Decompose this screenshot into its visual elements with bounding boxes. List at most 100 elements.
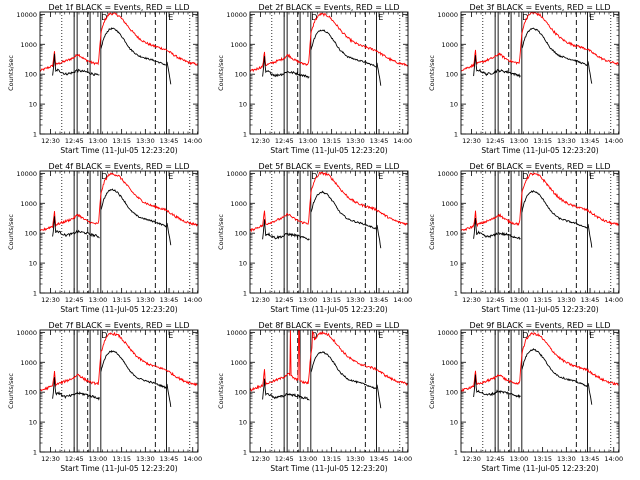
y-tick-label: 10000 — [226, 11, 247, 19]
plot-frame — [39, 170, 199, 294]
y-axis-label: Counts/sec — [7, 214, 15, 250]
panel-det-5: Det 5f BLACK = Events, RED = LLD Counts/s… — [217, 162, 412, 314]
x-axis-label: Start Time (11-Jul-05 12:23:20) — [270, 146, 387, 155]
y-tick-label: 100 — [446, 389, 458, 397]
series-events-line — [166, 383, 172, 407]
x-tick-label: 13:00 — [299, 137, 318, 145]
x-tick-label: 13:15 — [112, 137, 131, 145]
plot-frame — [249, 11, 409, 135]
series-events-line — [310, 29, 377, 68]
x-tick-label: 13:15 — [533, 137, 552, 145]
marker-annotation: E — [168, 331, 173, 340]
series-lld-line — [40, 172, 198, 232]
x-tick-label: 13:00 — [89, 137, 108, 145]
x-tick-label: 14:00 — [393, 137, 412, 145]
x-tick-label: 13:30 — [557, 455, 576, 463]
y-tick-label: 1000 — [230, 41, 247, 49]
y-tick-label: 10 — [450, 419, 458, 427]
panel-title: Det 7f BLACK = Events, RED = LLD — [48, 321, 189, 330]
y-tick-label: 10000 — [16, 11, 37, 19]
y-axis-label: Counts/sec — [217, 55, 225, 91]
series-lld-line — [40, 331, 198, 392]
x-tick-label: 14:00 — [183, 296, 202, 304]
y-axis-label: Counts/sec — [217, 214, 225, 250]
y-tick-label: 1 — [33, 290, 37, 298]
x-axis-label: Start Time (11-Jul-05 12:23:20) — [481, 305, 598, 314]
x-tick-label: 12:45 — [486, 455, 505, 463]
marker-annotation: D — [101, 172, 107, 181]
x-axis-label: Start Time (11-Jul-05 12:23:20) — [270, 464, 387, 473]
series-events-line — [166, 61, 172, 85]
y-tick-label: 1000 — [441, 41, 458, 49]
y-tick-label: 10 — [29, 101, 37, 109]
x-tick-label: 13:15 — [533, 455, 552, 463]
x-axis-label: Start Time (11-Jul-05 12:23:20) — [60, 305, 177, 314]
y-tick-label: 1 — [454, 449, 458, 457]
series-events-line — [52, 216, 100, 239]
x-tick-label: 13:30 — [557, 296, 576, 304]
panel-title: Det 2f BLACK = Events, RED = LLD — [258, 3, 399, 12]
y-tick-label: 10 — [239, 419, 247, 427]
x-tick-label: 12:30 — [41, 455, 60, 463]
series-events-line — [52, 377, 100, 401]
series-events-line — [262, 219, 310, 241]
marker-annotation: E — [589, 13, 594, 22]
x-tick-label: 12:30 — [251, 455, 270, 463]
panel-det-1: Det 1f BLACK = Events, RED = LLD Counts/s… — [7, 3, 202, 155]
x-tick-label: 13:30 — [136, 455, 155, 463]
series-lld-line — [40, 12, 198, 72]
x-tick-label: 12:30 — [251, 137, 270, 145]
x-tick-label: 12:45 — [275, 296, 294, 304]
series-lld-line — [461, 172, 619, 232]
panel-det-8: Det 8f BLACK = Events, RED = LLD Counts/s… — [217, 321, 412, 473]
x-tick-label: 13:15 — [112, 455, 131, 463]
series-events-line — [100, 27, 167, 66]
y-tick-label: 1000 — [230, 200, 247, 208]
marker-annotation: E — [378, 13, 383, 22]
y-tick-label: 10000 — [226, 329, 247, 337]
series-events-line — [376, 224, 382, 249]
y-tick-label: 10000 — [437, 329, 458, 337]
marker-annotation: D — [101, 13, 107, 22]
y-axis-label: Counts/sec — [7, 55, 15, 91]
series-events-line — [52, 53, 100, 76]
x-tick-label: 12:30 — [462, 455, 481, 463]
x-axis-label: Start Time (11-Jul-05 12:23:20) — [481, 146, 598, 155]
marker-annotation: E — [378, 331, 383, 340]
marker-annotation: D — [101, 331, 107, 340]
x-tick-label: 13:30 — [136, 296, 155, 304]
panel-det-2: Det 2f BLACK = Events, RED = LLD Counts/s… — [217, 3, 412, 155]
y-tick-label: 100 — [235, 71, 247, 79]
series-events-line — [262, 56, 310, 79]
series-events-line — [473, 374, 521, 399]
x-tick-label: 13:00 — [89, 455, 108, 463]
y-tick-label: 100 — [25, 389, 37, 397]
y-tick-label: 10 — [239, 101, 247, 109]
y-tick-label: 1000 — [441, 359, 458, 367]
plot-frame — [39, 329, 199, 453]
y-tick-label: 1 — [243, 290, 247, 298]
y-tick-label: 100 — [25, 71, 37, 79]
x-tick-label: 13:45 — [160, 137, 179, 145]
y-axis-label: Counts/sec — [7, 373, 15, 409]
panel-title: Det 4f BLACK = Events, RED = LLD — [48, 162, 189, 171]
marker-annotation: D — [311, 172, 317, 181]
x-tick-label: 14:00 — [183, 455, 202, 463]
y-tick-label: 1000 — [441, 200, 458, 208]
x-tick-label: 13:00 — [510, 137, 529, 145]
x-tick-label: 13:45 — [370, 455, 389, 463]
y-tick-label: 1000 — [20, 41, 37, 49]
series-events-line — [376, 384, 382, 409]
x-tick-label: 12:45 — [65, 455, 84, 463]
x-tick-label: 12:45 — [275, 137, 294, 145]
plot-frame — [460, 329, 620, 453]
x-tick-label: 12:30 — [462, 296, 481, 304]
x-tick-label: 13:45 — [581, 296, 600, 304]
marker-annotation: E — [168, 172, 173, 181]
series-events-line — [100, 349, 167, 389]
x-tick-label: 13:30 — [136, 137, 155, 145]
x-tick-label: 13:00 — [89, 296, 108, 304]
